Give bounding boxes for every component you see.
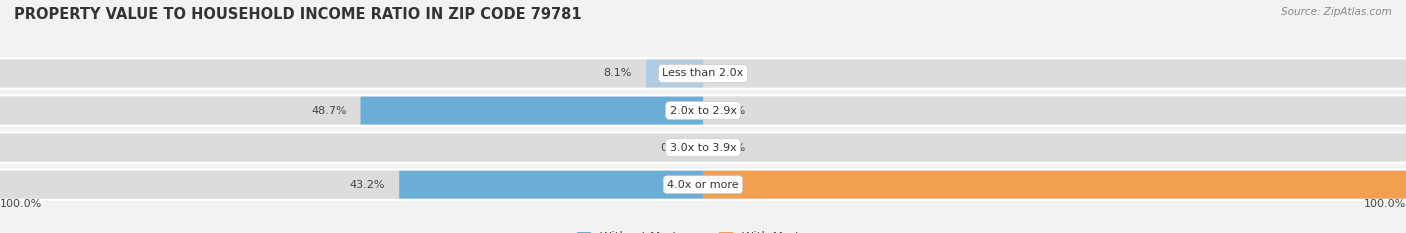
FancyBboxPatch shape: [0, 132, 1406, 163]
Text: 3.0x to 3.9x: 3.0x to 3.9x: [669, 143, 737, 153]
Text: 0.0%: 0.0%: [717, 69, 745, 79]
Text: 4.0x or more: 4.0x or more: [668, 180, 738, 190]
Text: 100.0%: 100.0%: [1364, 199, 1406, 209]
FancyBboxPatch shape: [0, 60, 1406, 87]
FancyBboxPatch shape: [0, 169, 1406, 200]
Text: 43.2%: 43.2%: [350, 180, 385, 190]
Text: Source: ZipAtlas.com: Source: ZipAtlas.com: [1281, 7, 1392, 17]
FancyBboxPatch shape: [0, 171, 1406, 199]
FancyBboxPatch shape: [0, 58, 1406, 89]
FancyBboxPatch shape: [0, 95, 1406, 126]
Text: PROPERTY VALUE TO HOUSEHOLD INCOME RATIO IN ZIP CODE 79781: PROPERTY VALUE TO HOUSEHOLD INCOME RATIO…: [14, 7, 582, 22]
Text: 48.7%: 48.7%: [311, 106, 346, 116]
Legend: Without Mortgage, With Mortgage: Without Mortgage, With Mortgage: [572, 226, 834, 233]
FancyBboxPatch shape: [0, 134, 1406, 161]
FancyBboxPatch shape: [360, 97, 703, 124]
Text: Less than 2.0x: Less than 2.0x: [662, 69, 744, 79]
FancyBboxPatch shape: [645, 60, 703, 87]
Text: 0.0%: 0.0%: [661, 143, 689, 153]
Text: 0.0%: 0.0%: [717, 143, 745, 153]
Text: 100.0%: 100.0%: [0, 199, 42, 209]
Text: 8.1%: 8.1%: [603, 69, 633, 79]
FancyBboxPatch shape: [0, 97, 1406, 124]
FancyBboxPatch shape: [399, 171, 703, 199]
FancyBboxPatch shape: [703, 171, 1406, 199]
Text: 2.0x to 2.9x: 2.0x to 2.9x: [669, 106, 737, 116]
Text: 0.0%: 0.0%: [717, 106, 745, 116]
